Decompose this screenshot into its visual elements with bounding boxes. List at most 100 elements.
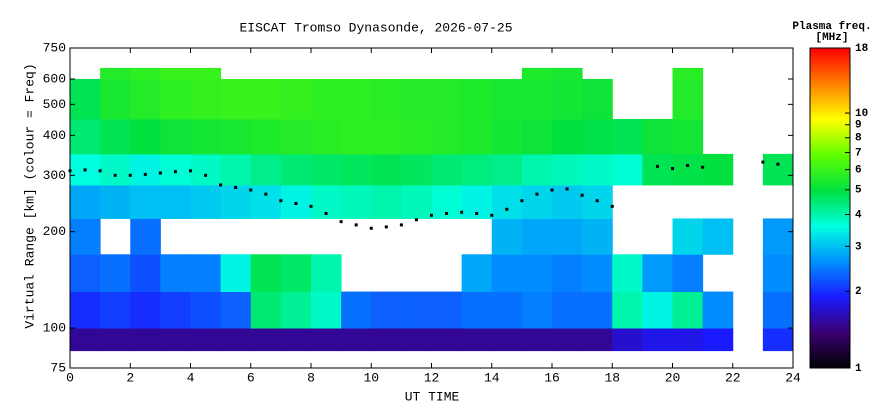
heatmap-cell	[431, 118, 463, 155]
heatmap-cell	[371, 184, 402, 219]
colorbar-strip	[810, 260, 850, 265]
heatmap-cell	[371, 291, 402, 329]
heatmap-cell	[341, 291, 372, 329]
heatmap-cell	[250, 184, 282, 219]
heatmap-cell	[672, 291, 704, 329]
heatmap-cell	[311, 328, 342, 352]
heatmap-cell	[762, 153, 794, 186]
x-tick-label: 10	[363, 370, 379, 385]
trace-point	[460, 210, 464, 214]
trace-point	[535, 192, 539, 196]
x-tick-label: 22	[725, 370, 741, 385]
heatmap-cell	[521, 254, 553, 293]
colorbar-tick-label: 2	[855, 286, 862, 298]
heatmap-cell	[160, 291, 191, 329]
trace-point	[550, 188, 554, 192]
trace-point	[128, 173, 132, 177]
trace-point	[189, 169, 192, 173]
trace-point	[309, 204, 313, 208]
x-tick-label: 20	[665, 370, 681, 385]
heatmap-cell	[552, 118, 583, 155]
heatmap-cell	[491, 328, 523, 352]
trace-point	[505, 207, 509, 211]
heatmap-cell	[612, 328, 643, 352]
heatmap-cell	[612, 254, 643, 293]
heatmap-cell	[220, 291, 252, 329]
heatmap-cell	[552, 67, 583, 80]
colorbar-strip	[810, 132, 850, 137]
heatmap-cell	[311, 254, 342, 293]
heatmap-cell	[70, 118, 101, 155]
heatmap-cell	[642, 291, 673, 329]
heatmap-cell	[552, 184, 583, 219]
heatmap-cell	[612, 153, 643, 186]
trace-point	[354, 223, 358, 227]
colorbar-strip	[810, 340, 850, 345]
colorbar-strip	[810, 68, 850, 73]
heatmap-cell	[672, 79, 704, 120]
colorbar-strip	[810, 256, 850, 261]
colorbar-strip	[810, 300, 850, 305]
x-tick-label: 8	[307, 370, 315, 385]
heatmap-cell	[190, 118, 222, 155]
trace-point	[414, 218, 418, 222]
heatmap-cell	[521, 184, 553, 219]
trace-point	[671, 167, 674, 171]
heatmap-cell	[130, 328, 161, 352]
heatmap-cell	[642, 153, 673, 186]
y-tick-label: 200	[43, 224, 66, 239]
heatmap-cell	[70, 291, 101, 329]
heatmap-cell	[461, 153, 493, 186]
colorbar-strip	[810, 236, 850, 241]
heatmap-cell	[250, 254, 282, 293]
y-tick-label: 300	[43, 168, 66, 183]
colorbar-label: Plasma freq.	[792, 21, 871, 33]
heatmap-cell	[582, 118, 613, 155]
colorbar-frame	[809, 47, 851, 369]
heatmap-cell	[250, 79, 282, 120]
colorbar-strip	[810, 276, 850, 281]
heatmap-cell	[371, 328, 402, 352]
colorbar-strip	[810, 136, 850, 141]
colorbar-strip	[810, 272, 850, 277]
heatmap-cell	[100, 79, 131, 120]
trace-point	[339, 220, 343, 224]
colorbar-strip	[810, 332, 850, 337]
trace-point	[264, 192, 268, 196]
heatmap-cell	[461, 118, 493, 155]
heatmap-cell	[642, 328, 673, 352]
trace-point	[249, 188, 253, 192]
colorbar-strip	[810, 168, 850, 173]
heatmap-cell	[130, 118, 161, 155]
trace-point	[219, 183, 223, 187]
colorbar-strip	[810, 344, 850, 349]
trace-point	[445, 211, 449, 215]
trace-point	[655, 164, 659, 168]
colorbar-tick-label: 18	[855, 43, 869, 55]
heatmap-cell	[130, 291, 161, 329]
y-tick-label: 100	[43, 320, 66, 335]
heatmap-cell	[311, 291, 342, 329]
heatmap-cell	[160, 118, 191, 155]
colorbar-strip	[810, 244, 850, 249]
trace-point	[701, 165, 705, 169]
heatmap-cell	[491, 184, 523, 219]
colorbar-strip	[810, 76, 850, 81]
heatmap-cell	[220, 153, 252, 186]
colorbar-tick-label: 4	[855, 209, 862, 221]
trace-point	[686, 164, 690, 168]
trace-point	[430, 213, 433, 217]
heatmap-cell	[160, 184, 191, 219]
x-tick-label: 14	[484, 370, 500, 385]
colorbar-strip	[810, 224, 850, 229]
heatmap-cell	[341, 328, 372, 352]
heatmap-cell	[100, 153, 131, 186]
x-tick-label: 24	[785, 370, 801, 385]
trace-point	[565, 187, 569, 191]
colorbar-tick-label: 10	[855, 108, 868, 120]
heatmap-cell	[672, 118, 704, 155]
colorbar-strip	[810, 180, 850, 185]
colorbar-strip	[810, 124, 850, 129]
colorbar-strip	[810, 164, 850, 169]
heatmap-cell	[552, 328, 583, 352]
